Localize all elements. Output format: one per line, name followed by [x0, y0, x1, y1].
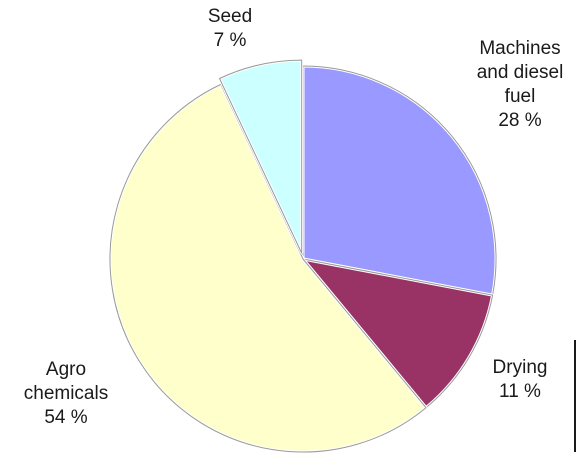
pie-label-text: chemicals: [24, 383, 108, 404]
pie-slices: [108, 58, 498, 454]
pie-label-text: Agro: [46, 359, 86, 380]
pie-slice-outline: [109, 83, 427, 453]
edge-divider-line: [574, 340, 576, 452]
pie-label-text: Machines: [479, 38, 560, 59]
pie-slice-machines-and-diesel-fuel: [301, 64, 498, 297]
pie-label-text: Drying: [493, 357, 548, 378]
pie-labels: Machines and diesel fuel 28 % Drying 11 % Agro…: [24, 6, 564, 428]
pie-label-value: 28 %: [498, 110, 541, 131]
pie-slice-outline: [218, 59, 303, 254]
pie-label-drying: Drying 11 %: [493, 357, 548, 402]
pie-label-text: fuel: [505, 86, 536, 107]
pie-slice-outline: [301, 258, 494, 409]
pie-label-agro-chemicals: Agro chemicals 54 %: [24, 359, 108, 428]
pie-label-text: and diesel: [477, 62, 564, 83]
pie-label-value: 7 %: [214, 30, 247, 51]
pie-label-value: 54 %: [44, 407, 87, 428]
pie-label-seed: Seed 7 %: [208, 6, 252, 51]
pie-label-text: Seed: [208, 6, 252, 27]
pie-label-value: 11 %: [499, 381, 541, 402]
pie-slice-outline: [302, 65, 497, 296]
pie-label-machines-and-diesel-fuel: Machines and diesel fuel 28 %: [477, 38, 564, 131]
